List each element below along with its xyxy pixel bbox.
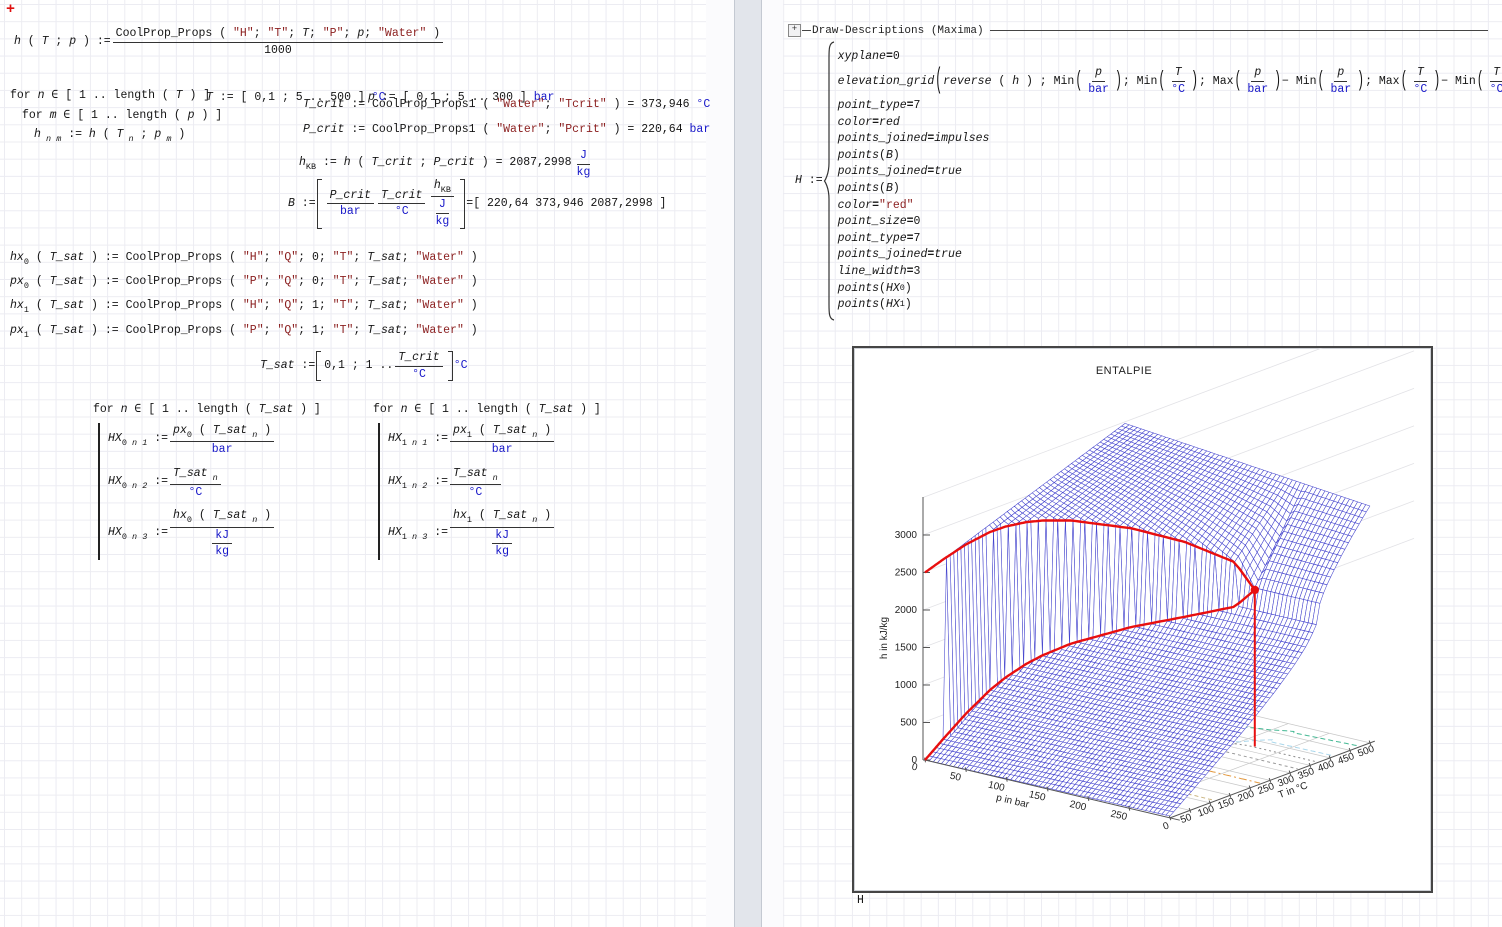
- page-margin: [706, 0, 734, 927]
- draw-line-xyplane: xyplane = 0: [837, 50, 900, 64]
- draw-line-color-red-string: color = "red": [837, 198, 914, 212]
- draw-line-points-B-2: points ( B ): [837, 181, 900, 195]
- formula-H-draw-block[interactable]: H := xyplane = 0 elevation_grid (reverse…: [795, 40, 1502, 322]
- formula-tcrit[interactable]: T_crit := CoolProp_Props1 ( "Water"; "Tc…: [303, 98, 711, 111]
- formula-h-def[interactable]: h ( T ; p ) := CoolProp_Props ( "H"; "T"…: [14, 26, 445, 58]
- entalpie-plot-svg: 0500100015002000250030000501001502002500…: [879, 313, 1415, 833]
- formula-hkb[interactable]: hKB := h ( T_crit ; P_crit ) = 2087,2998…: [299, 148, 595, 180]
- loop-body: HX0 n 1 := px0 ( T_sat n ) bar HX0 n 2 :=…: [98, 422, 321, 560]
- svg-text:150: 150: [1028, 789, 1047, 804]
- system-brace: [823, 41, 834, 321]
- svg-text:50: 50: [1179, 812, 1194, 826]
- draw-line-points-joined-true: points_joined = true: [837, 165, 962, 179]
- header-rule: [989, 30, 1488, 31]
- worksheet-page-right: + Draw-Descriptions (Maxima) H := xyplan…: [762, 0, 1502, 927]
- surface-wireframe: [924, 423, 1371, 817]
- svg-text:500: 500: [1356, 743, 1376, 759]
- page-gutter: [734, 0, 762, 927]
- draw-line-points-HX0: points ( HX 0 ): [837, 281, 912, 295]
- svg-text:1000: 1000: [895, 680, 918, 691]
- fraction: CoolProp_Props ( "H"; "T"; T; "P"; p; "W…: [112, 26, 444, 58]
- axes: [922, 497, 1375, 821]
- formula-px0[interactable]: px0 ( T_sat ) := CoolProp_Props ( "P"; "…: [10, 275, 478, 291]
- saturated-vapor-curve: [924, 519, 1256, 591]
- insertion-cursor-cross: +: [6, 1, 16, 18]
- loop-body: HX1 n 1 := px1 ( T_sat n ) bar HX1 n 2 :=…: [378, 422, 601, 560]
- formula-tsat-range[interactable]: T_sat := 0,1 ; 1 .. T_crit °C °C: [260, 351, 468, 382]
- tick-labels: 0500100015002000250030000501001502002500…: [879, 530, 1376, 833]
- matrix-bracket-left: [316, 179, 322, 229]
- svg-text:0: 0: [1162, 820, 1171, 832]
- formula-for-loop-h-matrix[interactable]: for n ∈ [ 1 .. length ( T ) ] for m ∈ [ …: [10, 89, 223, 145]
- svg-text:0: 0: [911, 755, 917, 766]
- formula-hx1[interactable]: hx1 ( T_sat ) := CoolProp_Props ( "H"; "…: [10, 299, 478, 315]
- formula-px1[interactable]: px1 ( T_sat ) := CoolProp_Props ( "P"; "…: [10, 324, 478, 340]
- formula-hx0[interactable]: hx0 ( T_sat ) := CoolProp_Props ( "H"; "…: [10, 251, 478, 267]
- draw-line-points-joined-true-2: points_joined = true: [837, 248, 962, 262]
- z-axis-label: h in kJ/kg: [879, 617, 890, 659]
- formula-p-range[interactable]: p := [ 0,1 ; 5 .. 300 ] bar: [368, 91, 555, 104]
- entalpie-3d-plot[interactable]: 0 500 1000 1500 2000 2500 3000 0 50 100 150 200 250 0…: [852, 313, 1433, 893]
- svg-text:500: 500: [900, 718, 917, 729]
- x-axis-label: p in bar: [995, 792, 1031, 810]
- svg-text:0: 0: [911, 762, 919, 774]
- draw-lhs: H :=: [795, 174, 823, 188]
- plot-variable-caption: H: [857, 894, 864, 907]
- svg-text:1500: 1500: [895, 643, 918, 654]
- unit-fraction: J kg: [576, 149, 591, 179]
- svg-text:400: 400: [1316, 758, 1336, 774]
- svg-text:200: 200: [1068, 799, 1087, 814]
- formula-for-loop-HX0[interactable]: for n ∈ [ 1 .. length ( T_sat ) ] HX0 n …: [93, 403, 321, 560]
- svg-text:3000: 3000: [895, 530, 918, 541]
- formula-lhs: h ( T ; p ) :=: [14, 35, 111, 49]
- saturated-liquid-curve: [924, 588, 1256, 761]
- svg-text:350: 350: [1296, 766, 1316, 782]
- header-dash: [802, 30, 811, 31]
- saturation-curves: [924, 519, 1256, 761]
- formula-pcrit[interactable]: P_crit := CoolProp_Props1 ( "Water"; "Pc…: [303, 123, 711, 136]
- svg-text:250: 250: [1109, 809, 1128, 824]
- draw-line-point-size: point_size = 0: [837, 215, 921, 229]
- section-label: Draw-Descriptions (Maxima): [812, 24, 984, 37]
- draw-line-points-HX1: points ( HX 1 ): [837, 298, 912, 312]
- formula-T-range[interactable]: T := [ 0,1 ; 5 .. 500 ] °C: [206, 91, 386, 104]
- plot-title: ENTALPIE: [1096, 365, 1152, 377]
- worksheet-page-left: + h ( T ; p ) := CoolProp_Props ( "H"; "…: [0, 0, 734, 927]
- draw-line-color-red: color = red: [837, 115, 900, 129]
- svg-text:50: 50: [949, 771, 963, 784]
- draw-line-line-width: line_width = 3: [837, 264, 921, 278]
- svg-text:450: 450: [1336, 751, 1356, 767]
- draw-line-points-B: points ( B ): [837, 148, 900, 162]
- draw-line-point-type-2: point_type = 7: [837, 231, 921, 245]
- formula-for-loop-HX1[interactable]: for n ∈ [ 1 .. length ( T_sat ) ] HX1 n …: [373, 403, 601, 560]
- svg-text:100: 100: [1196, 803, 1216, 819]
- draw-line-point-type: point_type = 7: [837, 98, 921, 112]
- matrix-bracket-right: [460, 179, 466, 229]
- svg-text:2000: 2000: [895, 605, 918, 616]
- svg-text:150: 150: [1216, 796, 1236, 812]
- collapse-toggle-icon[interactable]: +: [788, 24, 801, 37]
- svg-text:2500: 2500: [895, 568, 918, 579]
- draw-line-points-joined-impulses: points_joined = impulses: [837, 132, 990, 146]
- page-margin: [762, 0, 783, 927]
- draw-descriptions-section-header: + Draw-Descriptions (Maxima): [788, 24, 1488, 37]
- critical-point-dot: [1250, 585, 1259, 595]
- draw-lines: xyplane = 0 elevation_grid (reverse ( h …: [838, 49, 1502, 313]
- svg-text:200: 200: [1236, 788, 1256, 804]
- svg-text:100: 100: [987, 780, 1006, 795]
